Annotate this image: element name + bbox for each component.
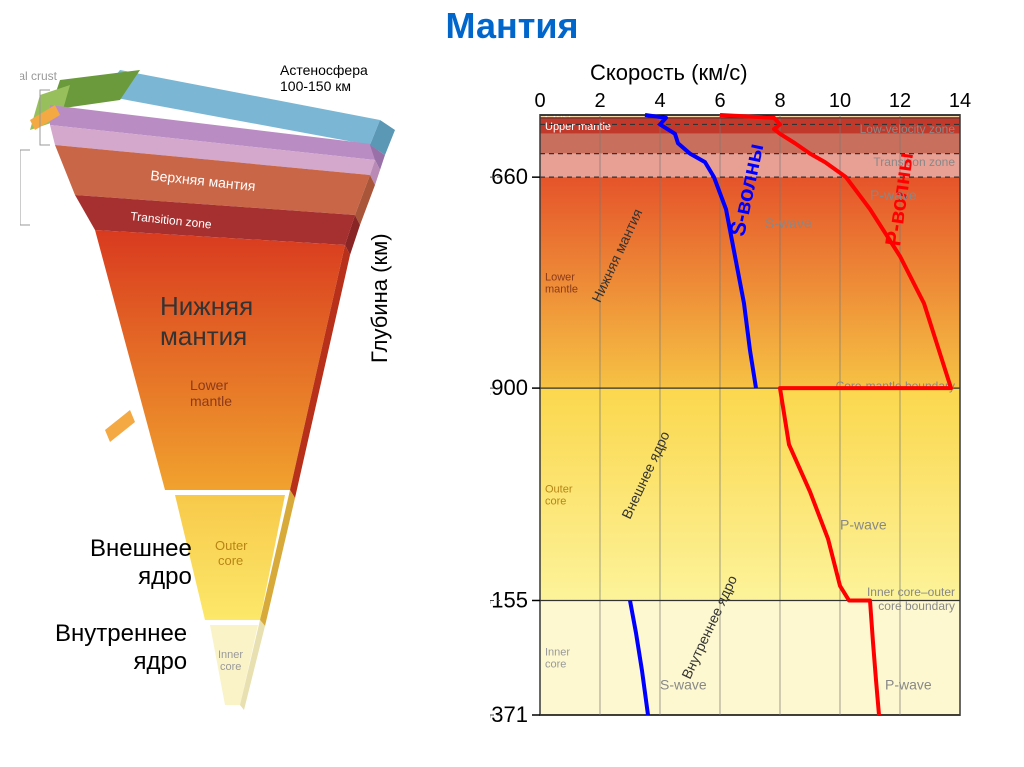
svg-text:Inner: Inner [545, 647, 570, 659]
svg-text:core boundary: core boundary [878, 599, 955, 613]
svg-text:P-wave: P-wave [885, 676, 932, 692]
outer-core-ru: Внешнееядро [90, 535, 192, 591]
svg-text:S-wave: S-wave [660, 676, 707, 692]
svg-text:2900: 2900 [490, 375, 528, 400]
svg-text:Low-velocity zone: Low-velocity zone [860, 122, 956, 136]
outer-core-en: Outer [215, 538, 248, 553]
asthenosphere-label: Астеносфера100-150 км [280, 62, 368, 94]
svg-text:2: 2 [594, 90, 605, 112]
inner-core-ru: Внутреннееядро [55, 620, 187, 676]
svg-text:5155: 5155 [490, 587, 528, 612]
svg-text:S-wave: S-wave [765, 215, 812, 231]
lower-mantle-ru1: Нижняя [160, 291, 253, 321]
svg-text:10: 10 [829, 90, 851, 112]
svg-text:core: core [545, 659, 566, 671]
svg-text:P-wave: P-wave [840, 516, 887, 532]
inner-core-en2: core [220, 661, 241, 673]
svg-text:Inner core–outer: Inner core–outer [867, 585, 955, 599]
svg-text:12: 12 [889, 90, 911, 112]
svg-text:660: 660 [491, 164, 528, 189]
svg-text:14: 14 [949, 90, 971, 112]
lower-mantle-en: Lower [190, 377, 228, 393]
page-title: Мантия [446, 5, 579, 47]
svg-text:Lower: Lower [545, 272, 575, 284]
lower-mantle-en2: mantle [190, 393, 232, 409]
x-axis-title: Скорость (км/с) [590, 60, 748, 86]
crust-partial: tal crust [20, 69, 58, 83]
lower-mantle-ru2: мантия [160, 321, 247, 351]
svg-text:4: 4 [654, 90, 665, 112]
svg-text:6: 6 [714, 90, 725, 112]
svg-text:Outer: Outer [545, 483, 573, 495]
svg-text:mantle: mantle [545, 284, 578, 296]
svg-text:0: 0 [534, 90, 545, 112]
svg-text:core: core [545, 495, 566, 507]
svg-text:Upper mantle: Upper mantle [545, 121, 611, 133]
svg-text:8: 8 [774, 90, 785, 112]
velocity-chart: Скорость (км/с) CrustUpper mantleLowerma… [490, 60, 1020, 750]
inner-core-en: Inner [218, 649, 243, 661]
svg-text:6371: 6371 [490, 702, 528, 727]
outer-core-en2: core [218, 553, 243, 568]
svg-text:P-wave: P-wave [870, 187, 917, 203]
